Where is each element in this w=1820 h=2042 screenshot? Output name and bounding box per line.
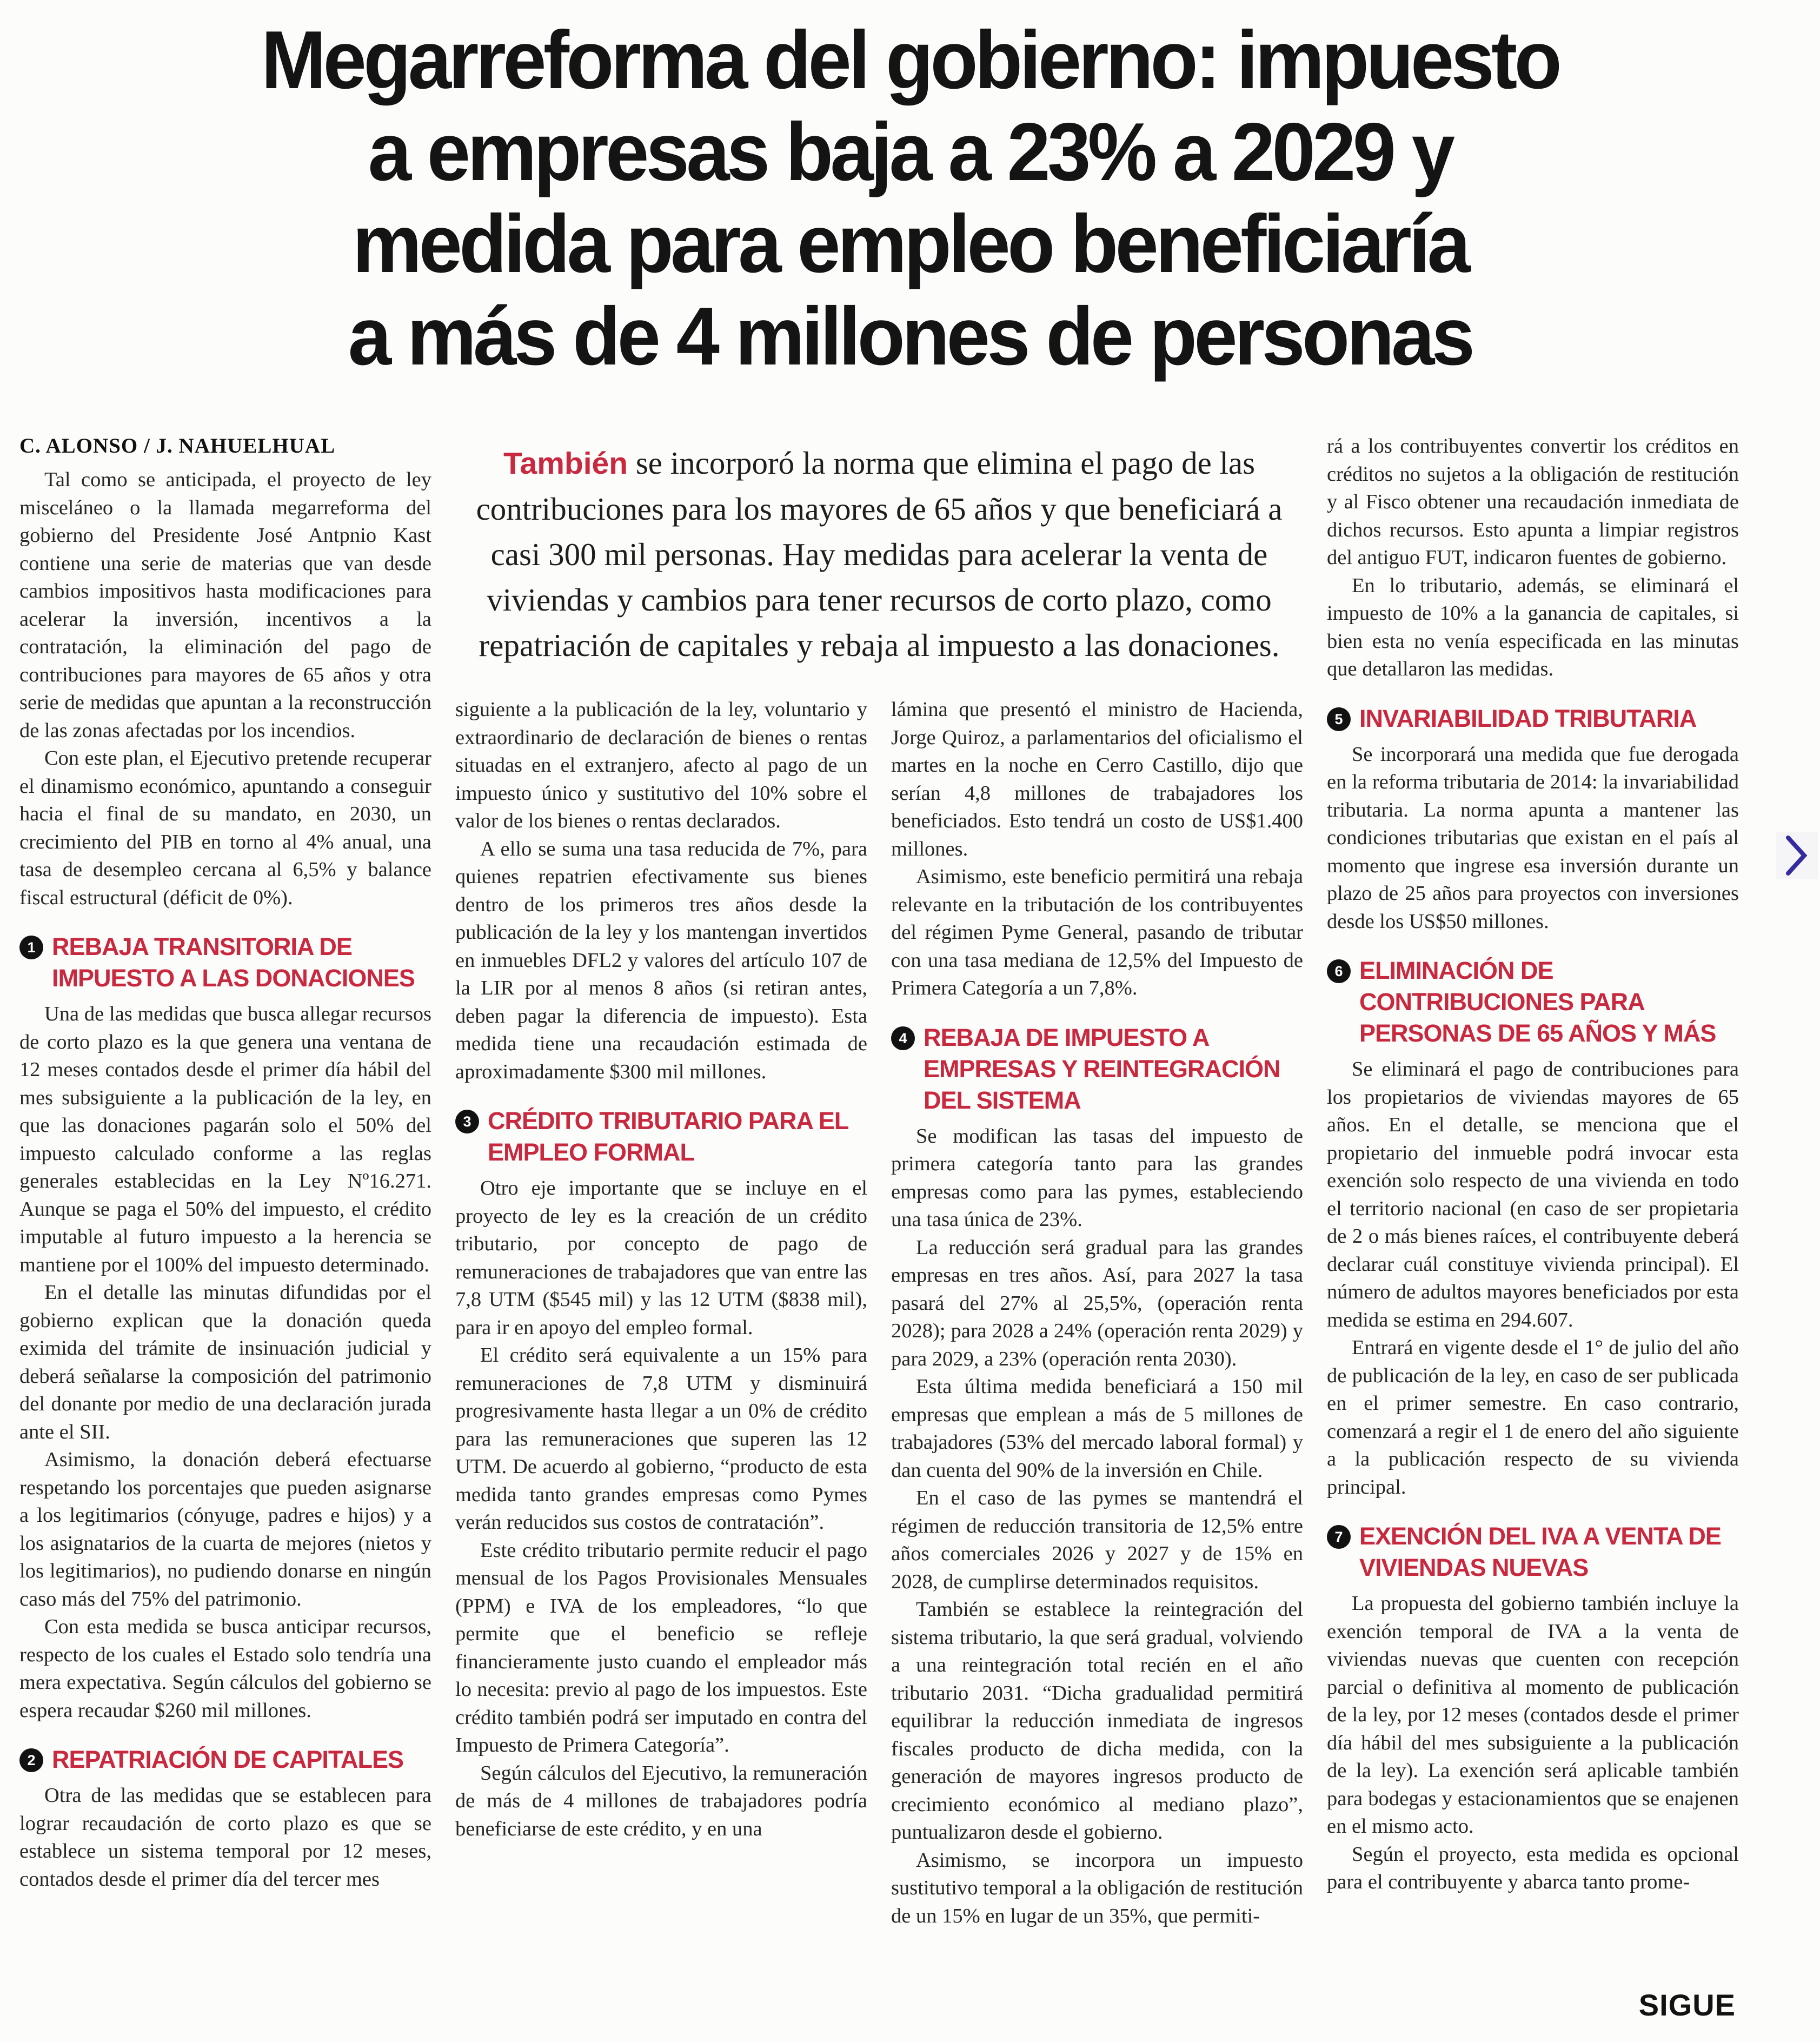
article-paragraph: Según el proyecto, esta medida es opcion… — [1327, 1842, 1739, 1894]
article-paragraph: Una de las medidas que busca allegar rec… — [19, 1003, 431, 1276]
headline: Megarreforma del gobierno: impuesto a em… — [261, 14, 1562, 382]
article-paragraph: A ello se suma una tasa reducida de 7%, … — [455, 837, 867, 1083]
section-title: INVARIABILIDAD TRIBUTARIA — [1359, 704, 1697, 732]
article-paragraph: La reducción será gradual para las grand… — [891, 1236, 1303, 1370]
section-title: REBAJA DE IMPUESTO A EMPRESAS Y REINTEGR… — [924, 1023, 1280, 1114]
article-paragraph: Según cálculos del Ejecutivo, la remuner… — [455, 1761, 867, 1840]
article-paragraph: Entrará en vigente desde el 1° de julio … — [1327, 1336, 1739, 1499]
section-number-badge: 6 — [1327, 959, 1351, 983]
section-title: REPATRIACIÓN DE CAPITALES — [52, 1746, 404, 1773]
article-paragraph: Otro eje importante que se incluye en el… — [455, 1177, 867, 1339]
article-paragraph: Con este plan, el Ejecutivo pretende rec… — [19, 747, 431, 909]
section-heading-2: 2 REPATRIACIÓN DE CAPITALES — [19, 1744, 431, 1775]
article-paragraph: Se incorporará una medida que fue deroga… — [1327, 742, 1739, 933]
article-paragraph: La propuesta del gobierno también incluy… — [1327, 1592, 1739, 1838]
section-heading-7: 7 EXENCIÓN DEL IVA A VENTA DE VIVIENDAS … — [1327, 1521, 1739, 1583]
section-heading-6: 6 ELIMINACIÓN DE CONTRIBUCIONES PARA PER… — [1327, 955, 1739, 1049]
article-paragraph: En el detalle las minutas difundidas por… — [19, 1281, 431, 1443]
lead-highlight: También — [503, 446, 628, 481]
article-paragraph: Se modifican las tasas del impuesto de p… — [891, 1124, 1303, 1231]
section-number-badge: 3 — [455, 1110, 479, 1133]
next-page-arrow[interactable] — [1776, 832, 1818, 879]
column-4: rá a los contribuyentes convertir los cr… — [1327, 433, 1739, 1897]
byline: C. ALONSO / J. NAHUELHUAL — [19, 434, 336, 458]
section-heading-5: 5 INVARIABILIDAD TRIBUTARIA — [1327, 703, 1739, 734]
article-paragraph: Esta última medida beneficiará a 150 mil… — [891, 1375, 1303, 1482]
article-paragraph: Asimismo, se incorpora un impuesto susti… — [891, 1848, 1303, 1927]
article-paragraph: Asimismo, este beneficio permitirá una r… — [891, 865, 1303, 999]
section-heading-1: 1 REBAJA TRANSITORIA DE IMPUESTO A LAS D… — [19, 931, 431, 994]
article-paragraph: rá a los contribuyentes convertir los cr… — [1327, 435, 1739, 569]
lead-paragraph: También se incorporó la norma que elimin… — [461, 440, 1298, 668]
continues-label: SIGUE — [1638, 1988, 1736, 2022]
article-paragraph: Otra de las medidas que se establecen pa… — [19, 1784, 431, 1891]
section-number-badge: 1 — [19, 936, 43, 959]
section-heading-4: 4 REBAJA DE IMPUESTO A EMPRESAS Y REINTE… — [891, 1022, 1303, 1116]
article-paragraph: siguiente a la publicación de la ley, vo… — [455, 698, 867, 832]
lead-text: se incorporó la norma que elimina el pag… — [476, 445, 1283, 663]
article-paragraph: También se establece la reintegración de… — [891, 1598, 1303, 1844]
article-columns: C. ALONSO / J. NAHUELHUAL Tal como se an… — [19, 433, 1739, 2034]
section-title: CRÉDITO TRIBUTARIO PARA EL EMPLEO FORMAL — [488, 1107, 849, 1166]
article-paragraph: En el caso de las pymes se mantendrá el … — [891, 1487, 1303, 1593]
article-paragraph: Tal como se anticipada, el proyecto de l… — [19, 468, 431, 742]
section-title: REBAJA TRANSITORIA DE IMPUESTO A LAS DON… — [52, 933, 415, 992]
section-number-badge: 2 — [19, 1748, 43, 1772]
section-number-badge: 4 — [891, 1026, 915, 1050]
article-paragraph: lámina que presentó el ministro de Hacie… — [891, 698, 1303, 860]
middle-section: También se incorporó la norma que elimin… — [455, 433, 1303, 1930]
article-paragraph: El crédito será equivalente a un 15% par… — [455, 1344, 867, 1534]
section-number-badge: 5 — [1327, 707, 1351, 731]
column-1: C. ALONSO / J. NAHUELHUAL Tal como se an… — [19, 433, 431, 1893]
article-paragraph: En lo tributario, además, se eliminará e… — [1327, 574, 1739, 681]
column-2: siguiente a la publicación de la ley, vo… — [455, 696, 867, 1930]
section-title: EXENCIÓN DEL IVA A VENTA DE VIVIENDAS NU… — [1359, 1522, 1722, 1581]
section-title: ELIMINACIÓN DE CONTRIBUCIONES PARA PERSO… — [1359, 957, 1716, 1047]
article-paragraph: Asimismo, la donación deberá efectuarse … — [19, 1448, 431, 1610]
column-3: lámina que presentó el ministro de Hacie… — [891, 696, 1303, 1930]
article-paragraph: Con esta medida se busca anticipar recur… — [19, 1615, 431, 1722]
section-number-badge: 7 — [1327, 1525, 1351, 1549]
article-paragraph: Se eliminará el pago de contribuciones p… — [1327, 1058, 1739, 1331]
article-paragraph: Este crédito tributario permite reducir … — [455, 1539, 867, 1757]
chevron-right-icon — [1786, 836, 1808, 876]
section-heading-3: 3 CRÉDITO TRIBUTARIO PARA EL EMPLEO FORM… — [455, 1105, 867, 1168]
